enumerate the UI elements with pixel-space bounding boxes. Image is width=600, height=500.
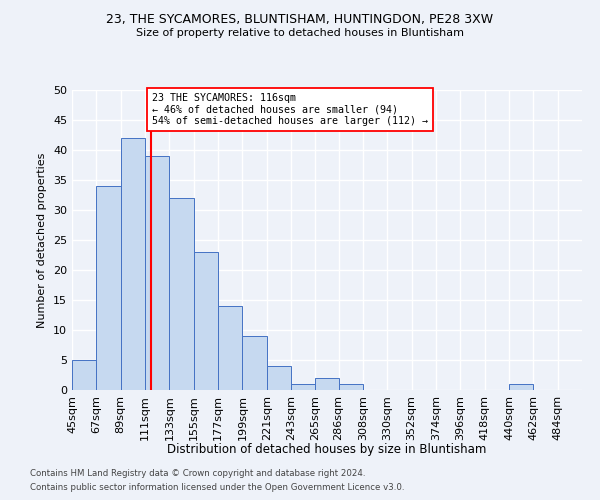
Bar xyxy=(121,138,145,390)
Bar xyxy=(509,384,533,390)
Text: Contains HM Land Registry data © Crown copyright and database right 2024.: Contains HM Land Registry data © Crown c… xyxy=(30,468,365,477)
Bar xyxy=(145,156,169,390)
Bar xyxy=(97,186,121,390)
Text: Distribution of detached houses by size in Bluntisham: Distribution of detached houses by size … xyxy=(167,442,487,456)
Bar xyxy=(72,360,97,390)
Bar xyxy=(291,384,316,390)
Bar xyxy=(267,366,291,390)
Bar xyxy=(194,252,218,390)
Text: 23, THE SYCAMORES, BLUNTISHAM, HUNTINGDON, PE28 3XW: 23, THE SYCAMORES, BLUNTISHAM, HUNTINGDO… xyxy=(106,12,494,26)
Text: Size of property relative to detached houses in Bluntisham: Size of property relative to detached ho… xyxy=(136,28,464,38)
Bar xyxy=(218,306,242,390)
Bar xyxy=(316,378,338,390)
Bar xyxy=(169,198,194,390)
Text: Contains public sector information licensed under the Open Government Licence v3: Contains public sector information licen… xyxy=(30,484,404,492)
Bar xyxy=(338,384,363,390)
Bar xyxy=(242,336,267,390)
Y-axis label: Number of detached properties: Number of detached properties xyxy=(37,152,47,328)
Text: 23 THE SYCAMORES: 116sqm
← 46% of detached houses are smaller (94)
54% of semi-d: 23 THE SYCAMORES: 116sqm ← 46% of detach… xyxy=(152,93,428,126)
